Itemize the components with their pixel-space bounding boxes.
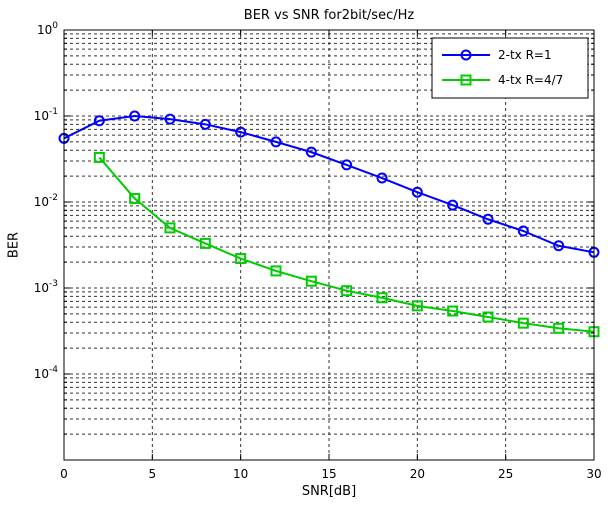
chart-title: BER vs SNR for2bit/sec/Hz <box>243 8 415 23</box>
svg-text:10-4: 10-4 <box>34 365 59 381</box>
svg-text:100: 100 <box>37 21 58 37</box>
svg-text:25: 25 <box>498 467 513 481</box>
svg-text:30: 30 <box>586 467 601 481</box>
svg-text:4-tx R=4/7: 4-tx R=4/7 <box>498 73 563 87</box>
x-axis-label: SNR[dB] <box>301 484 357 499</box>
svg-text:10-1: 10-1 <box>34 107 58 123</box>
svg-text:10: 10 <box>233 467 248 481</box>
svg-text:20: 20 <box>410 467 425 481</box>
svg-text:10-2: 10-2 <box>34 193 58 209</box>
svg-text:10-3: 10-3 <box>34 279 58 295</box>
svg-text:5: 5 <box>149 467 157 481</box>
svg-text:2-tx R=1: 2-tx R=1 <box>498 48 552 62</box>
svg-text:0: 0 <box>60 467 68 481</box>
svg-text:15: 15 <box>321 467 336 481</box>
